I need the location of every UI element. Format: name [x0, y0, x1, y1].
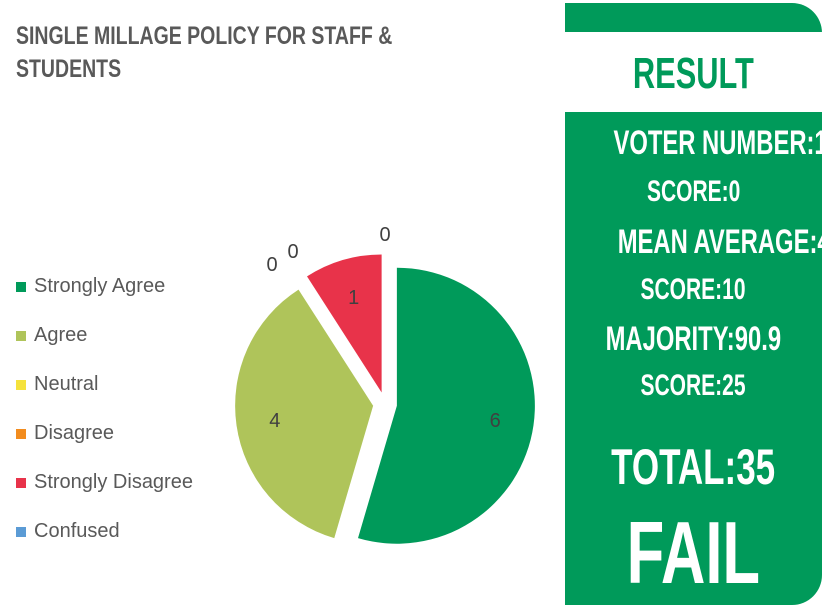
score-mean: SCORE:10	[640, 273, 747, 306]
legend-label: Agree	[34, 324, 88, 346]
total: TOTAL:35	[611, 439, 776, 495]
legend-label: Confused	[34, 520, 120, 542]
legend-item: Strongly Agree	[16, 262, 193, 311]
score-majority: SCORE:25	[640, 369, 747, 402]
legend-label: Strongly Disagree	[34, 471, 193, 493]
legend-swatch	[16, 526, 26, 537]
legend-item: Strongly Disagree	[16, 458, 193, 507]
result-panel: RESULT VOTER NUMBER:11 SCORE:0 MEAN AVER…	[565, 3, 826, 605]
legend-item: Neutral	[16, 360, 193, 409]
data-label: 0	[379, 224, 390, 246]
pie-slice	[235, 289, 374, 539]
legend: Strongly Agree Agree Neutral Disagree Strong…	[16, 262, 193, 556]
legend-item: Disagree	[16, 409, 193, 458]
mean-average: MEAN AVERAGE:4.27	[617, 223, 826, 261]
majority: MAJORITY:90.9	[605, 320, 782, 358]
score-voter: SCORE:0	[646, 175, 741, 208]
pie-slice	[307, 254, 382, 393]
legend-swatch	[16, 477, 26, 488]
legend-label: Neutral	[34, 373, 99, 395]
legend-label: Disagree	[34, 422, 115, 444]
voter-number: VOTER NUMBER:11	[613, 124, 826, 162]
verdict: FAIL	[626, 503, 761, 602]
result-heading: RESULT	[633, 49, 754, 98]
data-label: 6	[490, 410, 501, 432]
legend-swatch	[16, 281, 26, 292]
legend-swatch	[16, 428, 26, 439]
data-label: 4	[269, 410, 280, 432]
legend-item: Confused	[16, 507, 193, 556]
data-label: 0	[266, 254, 277, 276]
data-label: 1	[348, 287, 359, 309]
legend-swatch	[16, 330, 26, 341]
legend-item: Agree	[16, 311, 193, 360]
chart-title: SINGLE MILLAGE POLICY FOR STAFF & STUDEN…	[16, 22, 393, 83]
data-label: 0	[287, 241, 298, 263]
legend-label: Strongly Agree	[34, 275, 166, 297]
legend-swatch	[16, 379, 26, 390]
pie-slice	[357, 267, 535, 544]
